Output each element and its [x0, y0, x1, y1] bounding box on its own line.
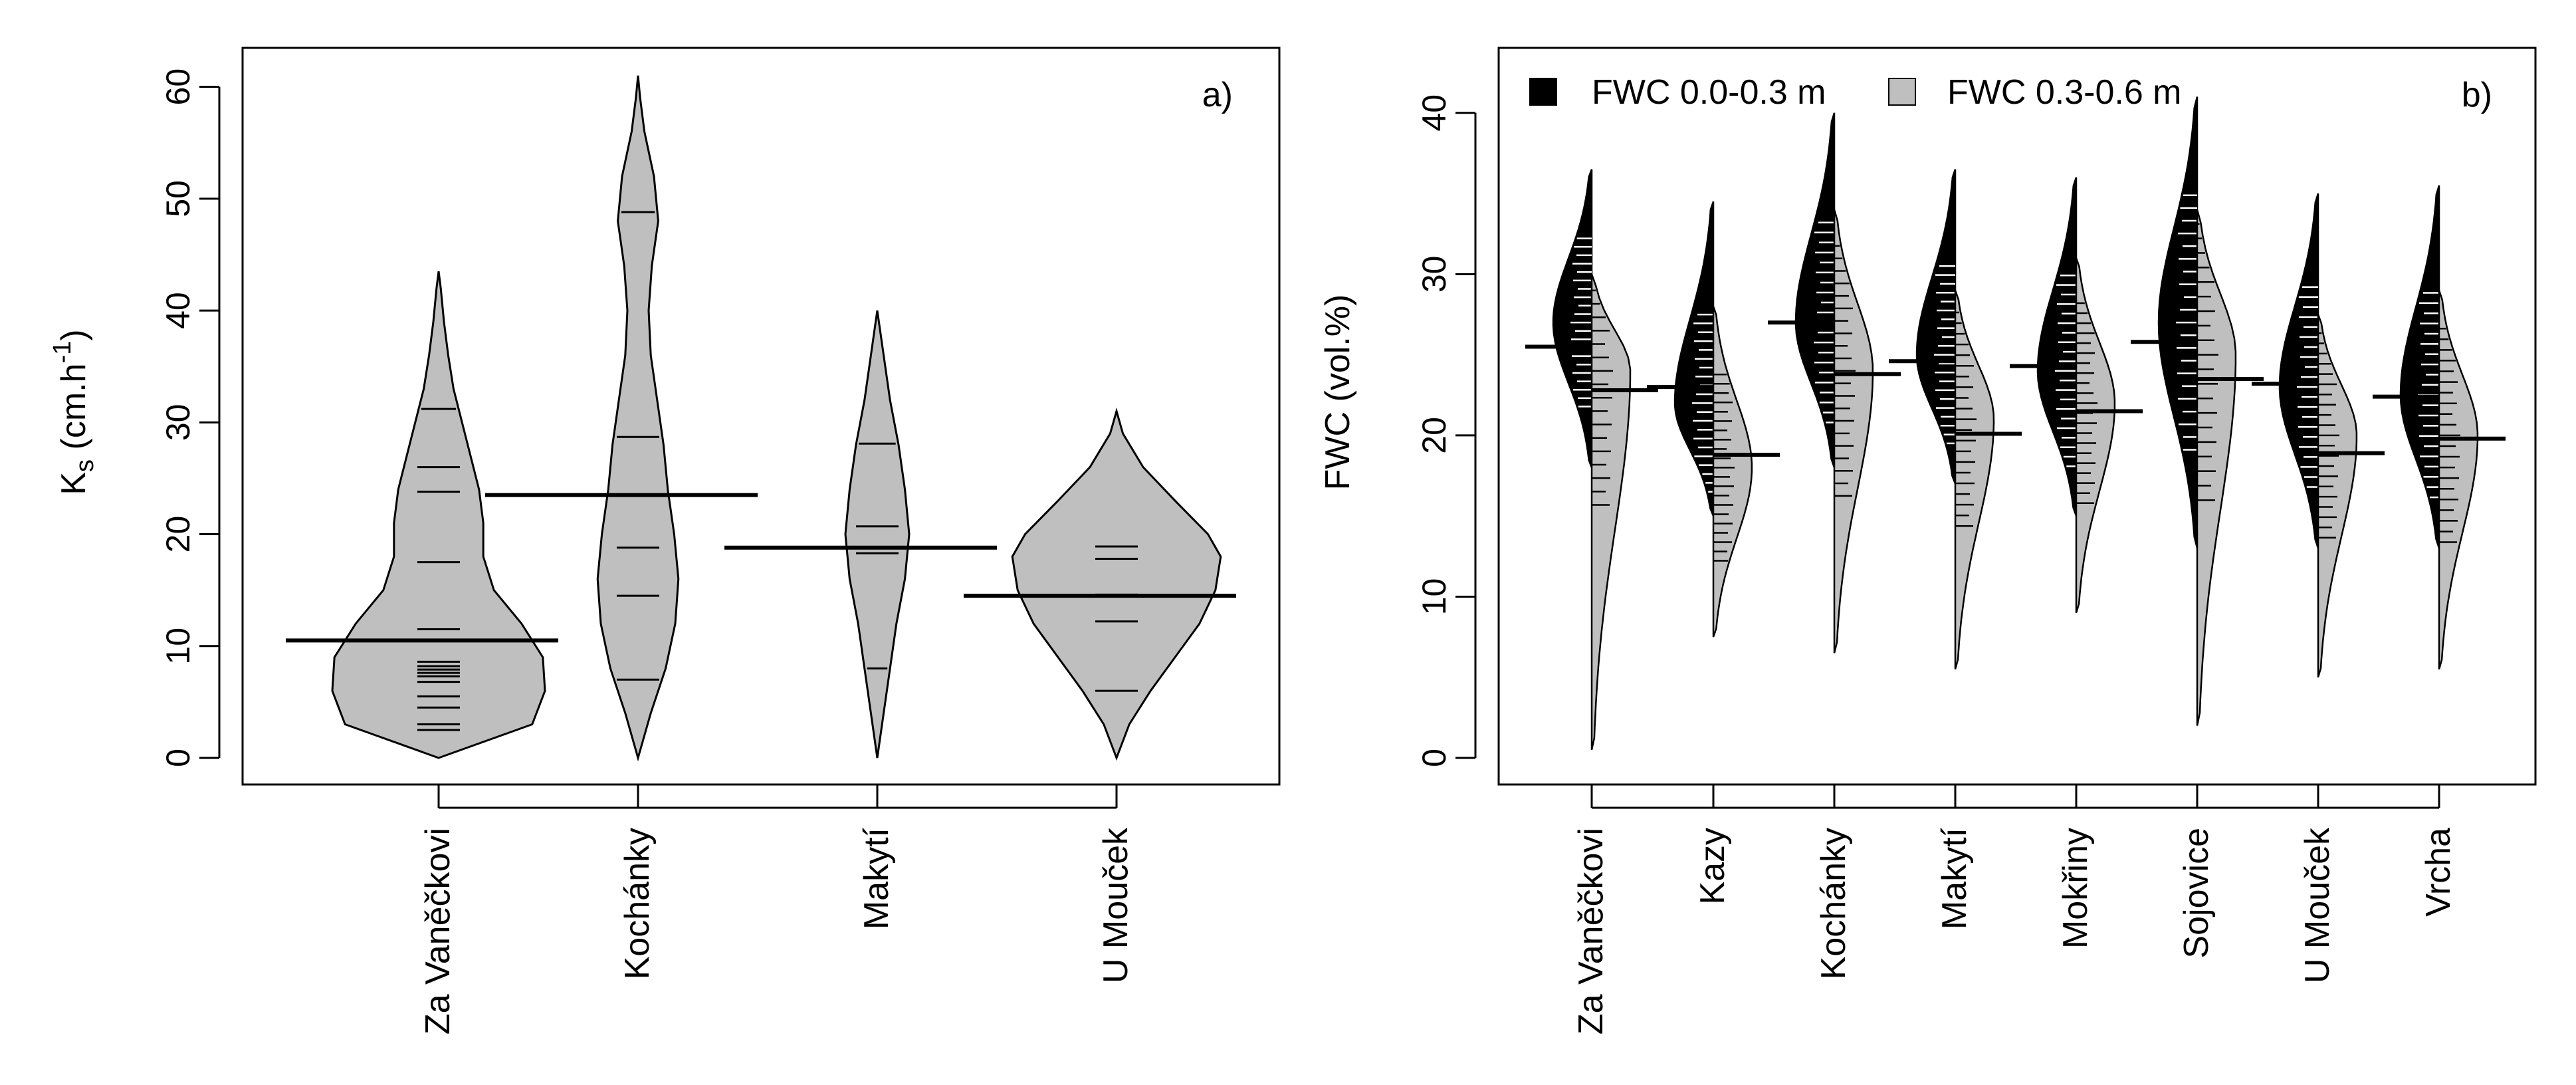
a-y-tick-label: 30: [160, 404, 197, 441]
half-bean-subsoil: [1712, 306, 1753, 638]
a-y-tick-label: 40: [160, 292, 197, 329]
panel-b-y-axis-title: FWC (vol.%): [1319, 295, 1357, 491]
half-bean-topsoil: [2278, 193, 2319, 549]
a-y-tick-label: 60: [160, 68, 197, 106]
panel-b-beans: [1525, 96, 2506, 751]
b-category-label: Mokřiny: [2056, 828, 2095, 949]
half-bean-subsoil: [2196, 209, 2237, 726]
half-bean-subsoil: [2317, 314, 2358, 678]
panel-a-beans: [286, 75, 1236, 762]
ks-unit-pre: (cm.h: [54, 363, 93, 459]
half-bean-topsoil: [2036, 177, 2078, 517]
a-y-tick-label: 10: [160, 628, 197, 665]
b-category-label: Sojovice: [2177, 828, 2216, 959]
half-bean-topsoil: [2399, 185, 2440, 549]
panel-a-y-axis-title: Ks (cm.h-1): [49, 329, 99, 495]
panel-b-y-axis: 0 10 20 30 40: [1416, 94, 1477, 767]
half-bean-topsoil: [1915, 169, 1957, 485]
panel-b-fwc-split-beanplot: 0 10 20 30 40 Za Vaněčkovi Kazy Kochánky Makytí…: [1319, 47, 2537, 1034]
legend-label-bottom: FWC 0.3-0.6 m: [1947, 73, 2182, 112]
legend-label-top: FWC 0.0-0.3 m: [1592, 73, 1826, 112]
half-bean-topsoil: [1794, 112, 1836, 468]
panel-a-frame: [241, 47, 1281, 786]
half-bean-subsoil: [2438, 290, 2479, 669]
a-y-tick-label: 50: [160, 180, 197, 217]
half-bean-subsoil: [1833, 209, 1874, 654]
b-category-label: Kazy: [1693, 828, 1732, 905]
bean-shape: [331, 271, 546, 759]
b-category-label: Vrcha: [2419, 828, 2458, 917]
legend-swatch-top: [1529, 78, 1557, 106]
a-category-label: U Mouček: [1097, 827, 1135, 983]
legend: FWC 0.0-0.3 m FWC 0.3-0.6 m: [1529, 73, 2182, 112]
panel-a-x-axis: Za Vaněčkovi Kochánky Makytí U Mouček: [419, 784, 1135, 1034]
ks-subscript: s: [71, 459, 99, 472]
bean-shape: [1011, 408, 1222, 761]
panel-b-x-axis: Za Vaněčkovi Kazy Kochánky Makytí Mokřiny Soj…: [1572, 784, 2458, 1034]
a-category-label: Makytí: [857, 827, 896, 929]
b-y-tick-label: 40: [1416, 94, 1453, 132]
b-y-tick-label: 20: [1416, 417, 1453, 454]
b-category-label: Za Vaněčkovi: [1572, 828, 1610, 1034]
b-y-tick-label: 10: [1416, 578, 1453, 616]
a-y-tick-label: 20: [160, 516, 197, 553]
a-category-label: Za Vaněčkovi: [419, 828, 457, 1034]
bean-shape: [844, 310, 911, 759]
half-bean-subsoil: [1590, 273, 1632, 751]
ks-symbol: K: [54, 472, 93, 495]
half-bean-subsoil: [2075, 257, 2116, 614]
a-y-tick-label: 0: [160, 749, 197, 767]
b-y-tick-label: 0: [1416, 749, 1453, 767]
b-category-label: Kochánky: [1814, 828, 1853, 979]
legend-swatch-bottom: [1888, 78, 1916, 106]
panel-a-y-axis: 0 10 20 30 40 50 60: [160, 68, 221, 767]
ks-unit-sup: -1: [49, 341, 76, 364]
panel-b-tag: b): [2462, 76, 2492, 114]
half-bean-topsoil: [1552, 169, 1593, 468]
half-bean-subsoil: [1954, 290, 1995, 669]
half-bean-topsoil: [1673, 201, 1715, 517]
bean-shape: [596, 75, 680, 762]
panel-b-frame: [1497, 47, 2537, 786]
panel-a-ks-beanplot: 0 10 20 30 40 50 60 Za Vaněčkovi Kochánky Makytí…: [49, 47, 1281, 1034]
panel-a-tag: a): [1202, 76, 1233, 114]
ks-unit-post: ): [54, 329, 93, 340]
b-category-label: Makytí: [1935, 827, 1974, 929]
a-category-label: Kochánky: [618, 828, 657, 979]
b-category-label: U Mouček: [2298, 827, 2337, 983]
b-y-tick-label: 30: [1416, 256, 1453, 293]
